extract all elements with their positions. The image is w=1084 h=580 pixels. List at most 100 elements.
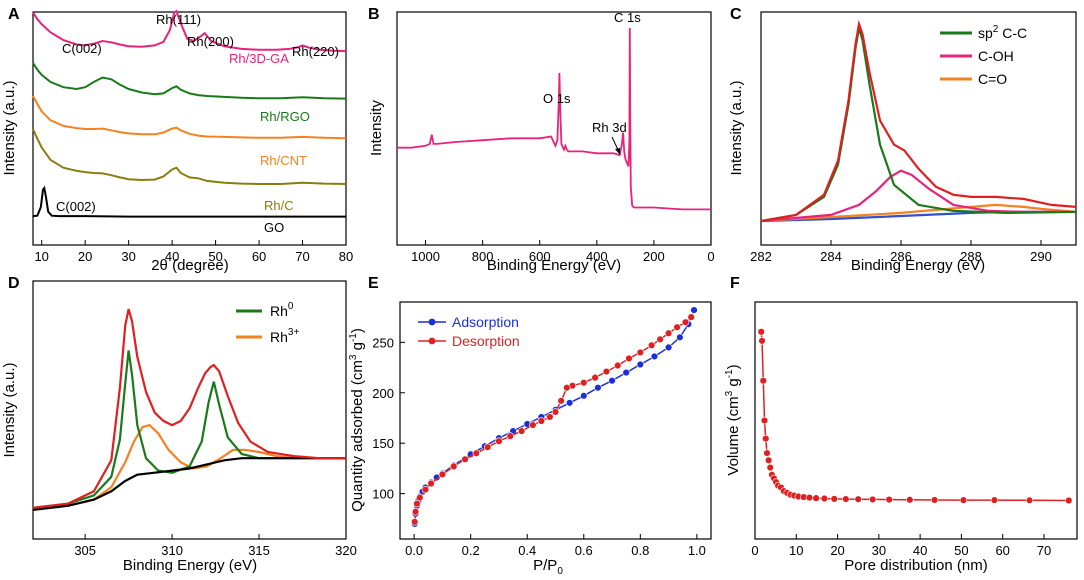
data-point-volume (830, 495, 838, 503)
data-point-desorption (613, 361, 622, 370)
panel-b-series (397, 27, 711, 211)
data-point-desorption (580, 378, 588, 387)
panel-c-x-ticks: 282 284 286 288 290 (750, 240, 1052, 264)
x-tick-label: 200 (643, 249, 665, 264)
annotation-c002-top: C(002) (62, 41, 102, 56)
series-line-rh-rgo (32, 62, 347, 100)
legend-label-rh0: Rh0 (270, 301, 294, 319)
panel-a-x-ticks: 10 20 30 40 50 60 70 80 (34, 240, 353, 264)
series-label-rh-cnt: Rh/CNT (260, 153, 307, 168)
legend-label-c-o: C=O (978, 71, 1007, 87)
data-point-volume (812, 494, 820, 502)
data-point-desorption (602, 367, 611, 376)
annotation-c1s: C 1s (614, 10, 641, 25)
panel-d-legend: Rh0 Rh3+ (236, 301, 299, 345)
data-point-desorption (656, 335, 664, 344)
x-tick-label: 800 (472, 249, 494, 264)
panel-c-letter: C (730, 6, 742, 23)
panel-b-letter: B (368, 6, 380, 23)
legend-label-c-oh: C-OH (978, 48, 1014, 64)
series-line-rh-3d-ga (32, 9, 347, 53)
annotation-c002-go: C(002) (56, 199, 96, 214)
data-point-desorption (411, 508, 420, 516)
panel-e-xlabel: P/P0 (533, 557, 563, 577)
data-point-desorption (529, 421, 537, 429)
series-label-rh-c: Rh/C (264, 198, 294, 213)
panel-e-frame (399, 301, 712, 540)
series-label-rh-rgo: Rh/RGO (260, 109, 310, 124)
data-point-volume (805, 493, 814, 502)
data-point-volume (906, 496, 914, 504)
data-point-desorption (461, 455, 469, 464)
series-line-rh0 (32, 350, 346, 509)
series-label-go: GO (264, 220, 284, 235)
data-point-volume (842, 495, 850, 503)
x-tick-label: 50 (208, 249, 222, 264)
x-tick-label: 30 (872, 543, 886, 558)
legend-label-desorption: Desorption (452, 333, 520, 349)
data-point-desorption (450, 462, 458, 471)
data-point-adsorption (433, 473, 441, 482)
panel-d-ylabel: Intensity (a.u.) (1, 362, 18, 457)
x-tick-label: 40 (165, 249, 179, 264)
x-tick-label: 20 (830, 543, 844, 558)
data-point-volume (959, 496, 968, 504)
legend-label-rh3: Rh3+ (270, 327, 299, 345)
x-tick-label: 400 (586, 249, 608, 264)
x-tick-label: 0.2 (462, 543, 480, 558)
data-point-volume (868, 495, 877, 504)
data-point-desorption (557, 397, 565, 405)
panel-d: D 305 310 315 320 Rh0 Rh3+ Binding Energy (e… (1, 275, 357, 574)
data-point-adsorption (650, 352, 659, 361)
data-point-desorption (687, 313, 695, 321)
panel-e: E 0.0 0.2 0.4 0.6 0.8 1.0 100 150 200 250 Adsorp… (348, 275, 712, 577)
data-point-volume (990, 496, 999, 504)
data-point-volume (757, 328, 765, 336)
x-tick-label: 50 (954, 543, 968, 558)
data-point-desorption (506, 432, 514, 440)
x-tick-label: 600 (529, 249, 551, 264)
x-tick-label: 0 (707, 249, 714, 264)
data-point-desorption (563, 384, 571, 392)
data-point-adsorption (676, 333, 684, 341)
x-tick-label: 60 (252, 249, 266, 264)
panel-b-frame (396, 11, 712, 246)
data-point-volume (764, 456, 773, 465)
panel-d-x-ticks: 305 310 315 320 (74, 534, 357, 558)
panel-b: B 1000 800 600 400 200 0 Binding Energy (eV) … (368, 6, 715, 274)
panel-f-xlabel: Pore distribution (nm) (844, 557, 987, 574)
x-tick-label: 0 (751, 543, 758, 558)
data-point-desorption (472, 449, 481, 457)
data-point-adsorption (690, 306, 698, 314)
data-point-volume (820, 494, 829, 503)
panel-d-letter: D (8, 275, 20, 292)
panel-a-letter: A (8, 6, 20, 23)
panel-f-ylabel: Volume (cm3 g-1) (724, 364, 742, 475)
series-line-rh-cnt (32, 95, 347, 140)
x-tick-label: 40 (913, 543, 927, 558)
x-tick-label: 0.6 (575, 543, 593, 558)
data-point-volume (763, 449, 771, 457)
data-point-desorption (636, 348, 645, 357)
x-tick-label: 284 (820, 249, 842, 264)
annotation-rh111: Rh(111) (156, 12, 201, 27)
data-point-adsorption (636, 360, 645, 369)
data-point-desorption (413, 500, 421, 508)
legend-label-adsorption: Adsorption (452, 314, 519, 330)
series-line-sp2-c-c (760, 27, 1077, 223)
series-line-rh-c (32, 128, 347, 185)
panel-a-frame (32, 11, 347, 246)
data-point-desorption (681, 318, 690, 326)
series-line-volume (760, 331, 1069, 502)
x-tick-label: 305 (74, 543, 96, 558)
x-tick-label: 282 (750, 249, 772, 264)
series-line-rh3 (32, 423, 346, 510)
data-point-desorption (591, 373, 599, 382)
panel-c-series (760, 19, 1077, 223)
data-point-adsorption (664, 343, 673, 352)
data-point-desorption (495, 437, 503, 445)
panel-b-xlabel: Binding Energy (eV) (487, 257, 621, 274)
panel-c: C 282 284 286 288 290 sp2 C-C C-OH C=O Binding… (728, 6, 1077, 274)
series-line-survey (397, 27, 711, 211)
x-tick-label: 30 (121, 249, 135, 264)
